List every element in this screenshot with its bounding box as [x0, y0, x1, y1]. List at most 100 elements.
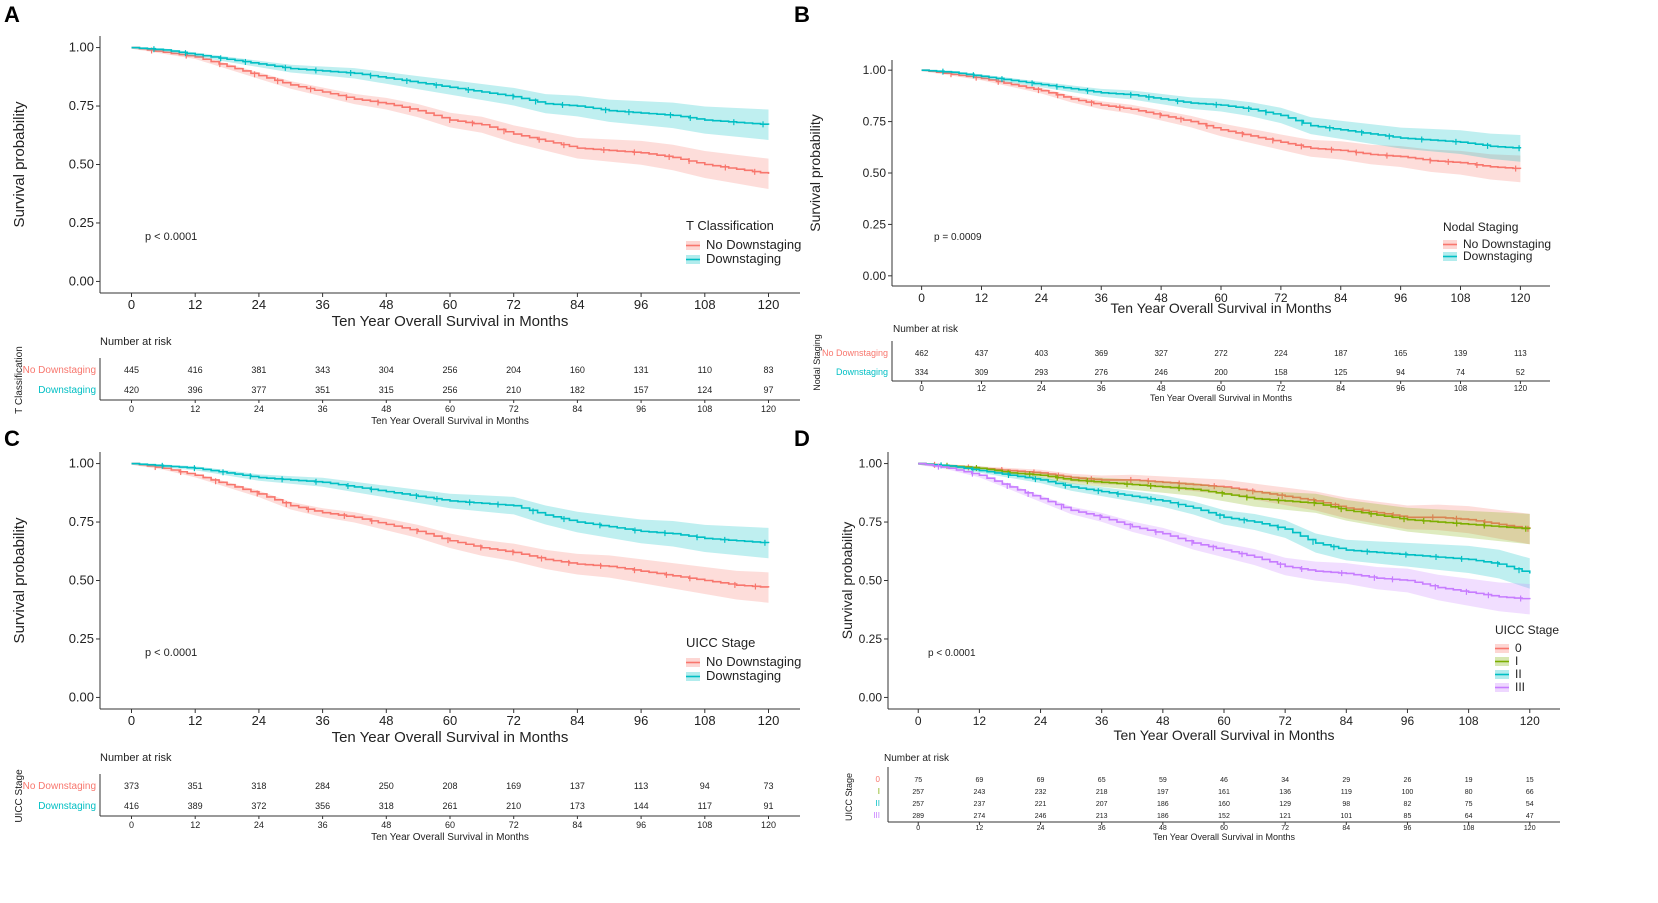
panel-label: A: [4, 2, 20, 27]
risk-x-tick-label: 24: [254, 404, 264, 414]
risk-x-tick-label: 36: [318, 820, 328, 830]
p-value: p < 0.0001: [145, 231, 197, 243]
legend-title: Nodal Staging: [1443, 220, 1518, 234]
x-tick-label: 48: [379, 297, 393, 312]
risk-x-tick-label: 12: [977, 384, 986, 393]
x-tick-label: 48: [379, 713, 393, 728]
y-tick-label: 0.00: [69, 273, 94, 288]
risk-strata-label: I: [878, 787, 880, 796]
x-tick-label: 108: [1450, 291, 1470, 305]
risk-table: Number at risk No Downstaging 445 416 381 343…: [14, 336, 800, 427]
risk-x-tick-label: 84: [572, 404, 582, 414]
risk-count: 208: [442, 781, 457, 791]
x-tick-label: 0: [128, 297, 135, 312]
risk-count: 98: [1342, 801, 1350, 808]
risk-count: 318: [379, 801, 394, 811]
risk-count: 221: [1035, 801, 1047, 808]
series-i: [918, 462, 1531, 545]
risk-x-axis-label: Ten Year Overall Survival in Months: [1153, 832, 1296, 842]
x-axis-label: Ten Year Overall Survival in Months: [332, 729, 569, 746]
risk-count: 377: [251, 385, 266, 395]
risk-x-tick-label: 36: [1097, 384, 1106, 393]
y-axis-label: Survival probability: [11, 517, 28, 643]
risk-count: 157: [634, 385, 649, 395]
risk-count: 272: [1214, 349, 1228, 358]
risk-count: 113: [634, 781, 648, 791]
risk-strata-label: No Downstaging: [23, 781, 96, 792]
survival-curve: [918, 462, 1531, 574]
series-no-downstaging: [131, 462, 770, 603]
risk-count: 243: [974, 789, 986, 796]
risk-count: 46: [1220, 777, 1228, 784]
risk-count: 293: [1035, 368, 1049, 377]
risk-count: 82: [1404, 801, 1412, 808]
x-tick-label: 60: [1217, 714, 1231, 728]
panel-label: D: [794, 426, 810, 451]
x-tick-label: 84: [570, 297, 584, 312]
p-value: p < 0.0001: [145, 647, 197, 659]
risk-count: 152: [1218, 813, 1230, 820]
x-tick-label: 72: [506, 713, 520, 728]
x-tick-label: 0: [128, 713, 135, 728]
risk-x-tick-label: 60: [445, 404, 455, 414]
risk-count: 54: [1526, 801, 1534, 808]
risk-table-header: Number at risk: [100, 336, 172, 348]
risk-count: 94: [700, 781, 710, 791]
y-tick-label: 0.25: [69, 215, 94, 230]
x-tick-label: 12: [188, 297, 202, 312]
x-tick-label: 60: [443, 713, 457, 728]
risk-strata-title: T Classification: [14, 346, 25, 414]
panel-C: C 0.00 0.25 0.50 0.75 1.00 0 12 24 36 48 60 72 84 96 10…: [4, 426, 801, 843]
y-tick-label: 0.25: [69, 631, 94, 646]
y-tick-label: 1.00: [69, 456, 94, 471]
risk-count: 186: [1157, 801, 1169, 808]
risk-count: 250: [379, 781, 394, 791]
risk-table: Number at risk 0 75 69 69 65 59 46 34 29 26 19 15 I 25…: [844, 753, 1560, 842]
risk-count: 119: [1341, 789, 1352, 796]
risk-count: 139: [1454, 349, 1468, 358]
panel-label: C: [4, 426, 20, 451]
risk-count: 75: [1465, 801, 1473, 808]
survival-curve: [918, 462, 1531, 530]
survival-curve: [918, 462, 1531, 530]
x-tick-label: 12: [188, 713, 202, 728]
risk-count: 158: [1274, 368, 1288, 377]
x-tick-label: 84: [570, 713, 584, 728]
risk-count: 351: [188, 781, 203, 791]
legend-label: No Downstaging: [706, 654, 801, 669]
risk-x-tick-label: 108: [697, 820, 712, 830]
risk-count: 75: [914, 777, 922, 784]
risk-x-tick-label: 72: [1281, 825, 1289, 832]
risk-count: 246: [1154, 368, 1168, 377]
risk-table: Number at risk No Downstaging 373 351 318 284…: [14, 752, 800, 843]
x-tick-label: 12: [973, 714, 987, 728]
risk-table-header: Number at risk: [100, 752, 172, 764]
risk-count: 15: [1526, 777, 1534, 784]
risk-count: 69: [975, 777, 983, 784]
risk-x-tick-label: 36: [1098, 825, 1106, 832]
risk-count: 144: [634, 801, 649, 811]
risk-x-tick-label: 24: [1037, 825, 1045, 832]
risk-x-tick-label: 48: [1157, 384, 1166, 393]
y-tick-label: 0.75: [859, 515, 883, 529]
risk-count: 318: [251, 781, 266, 791]
x-tick-label: 84: [1334, 291, 1348, 305]
risk-count: 73: [763, 781, 773, 791]
risk-count: 437: [975, 349, 989, 358]
risk-count: 257: [912, 789, 924, 796]
survival-curve: [921, 69, 1522, 149]
risk-count: 356: [315, 801, 330, 811]
y-tick-label: 0.75: [69, 514, 94, 529]
x-tick-label: 0: [918, 291, 925, 305]
risk-count: 261: [442, 801, 457, 811]
x-tick-label: 96: [634, 297, 648, 312]
risk-count: 66: [1526, 789, 1534, 796]
risk-count: 91: [763, 801, 773, 811]
survival-curve: [921, 69, 1522, 170]
risk-count: 351: [315, 385, 330, 395]
risk-strata-label: No Downstaging: [822, 348, 888, 358]
risk-count: 169: [506, 781, 521, 791]
